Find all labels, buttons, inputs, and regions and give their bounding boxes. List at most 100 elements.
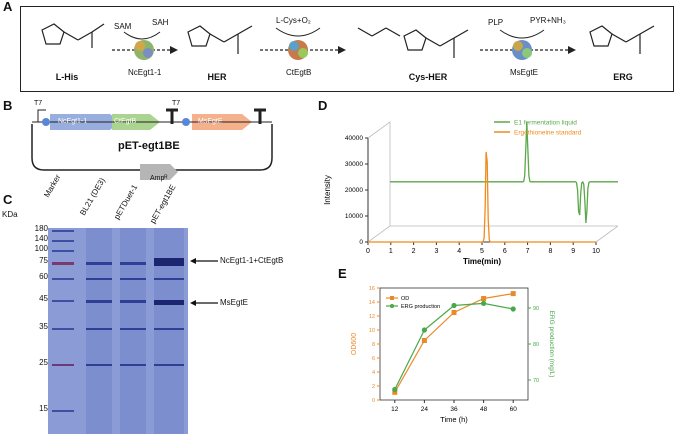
- enzyme-label-ctegtb: CtEgtB: [286, 68, 312, 77]
- pathway-frame: [20, 6, 674, 92]
- chart-d-xtick-label: 1: [389, 248, 393, 255]
- panel-label-c: C: [3, 192, 13, 207]
- chromatogram-chart: 0 1 2 3 4 5 6 7 8 9 10 0 10000 20000 30000 40000 Time(mi…: [323, 120, 618, 266]
- chart-e-series-1-point: [481, 300, 487, 306]
- chart-e-series-0-point: [421, 338, 427, 343]
- marker-45: 45: [39, 294, 48, 303]
- plasmid-name: pET-egt1BE: [118, 140, 180, 152]
- chart-d-xtick-label: 2: [412, 248, 416, 255]
- cofactor-cys: L-Cys+O₂: [276, 16, 311, 25]
- gel-image: [48, 228, 188, 434]
- amp-resistance-arrow: [140, 164, 178, 180]
- gene-label-msegte: MsEgtE: [198, 118, 223, 125]
- chart-e-xlabel: Time (h): [440, 415, 468, 424]
- cofactor-plp: PLP: [488, 18, 504, 27]
- chart-e-ytick-right-label: 90: [533, 306, 539, 312]
- panel-label-a: A: [3, 0, 13, 14]
- lane-label-petegt: pET-egt1BE: [148, 183, 178, 225]
- lane-label-petduet: pETDuet-1: [112, 182, 140, 221]
- gene-label-ncegt1: NcEgt1-1: [58, 118, 88, 125]
- chart-e-ytick-right-label: 80: [533, 342, 539, 348]
- band-arrows: [190, 258, 218, 306]
- chart-e-ytick-label: 10: [369, 328, 375, 334]
- chart-d-legend-label-0: E1 fermentation liquid: [514, 120, 577, 127]
- chart-d-xtick-label: 10: [592, 248, 600, 255]
- panel-label-d: D: [318, 98, 328, 113]
- chart-e-ytick-label: 12: [369, 314, 375, 320]
- panel-label-e: E: [338, 266, 347, 281]
- band-msegte: [154, 300, 184, 305]
- chart-e-series-0-point: [481, 296, 487, 301]
- chart-e-series-0-point: [451, 310, 457, 315]
- chart-e-series-1-point: [421, 327, 427, 333]
- chart-e-legend-marker-0: [390, 296, 394, 300]
- molecule-l-his: L-His: [55, 72, 79, 82]
- chart-e-xtick-label: 36: [450, 406, 458, 413]
- chart-d-xtick-label: 5: [480, 248, 484, 255]
- enzyme-msegte-icon: [512, 40, 532, 60]
- chart-e-xtick-label: 12: [391, 406, 399, 413]
- chart-d-series-1-line: [368, 151, 596, 243]
- chart-e-ytick-right-label: 70: [533, 378, 539, 384]
- gel-kda-label: KDa: [2, 210, 18, 219]
- chart-d-xtick-label: 6: [503, 248, 507, 255]
- marker-60: 60: [39, 272, 48, 281]
- promoter-t7-2: T7: [172, 100, 181, 107]
- chart-e-legend-marker-1: [390, 304, 394, 308]
- pathway-svg: [41, 23, 655, 60]
- chart-d-ytick-label: 10000: [345, 213, 363, 220]
- chart-d-xlabel: Time(min): [463, 257, 501, 266]
- chart-d-xtick-label: 9: [571, 248, 575, 255]
- molecule-her: HER: [207, 72, 227, 82]
- erg-structure: [589, 25, 655, 54]
- marker-25: 25: [39, 358, 48, 367]
- marker-140: 140: [34, 234, 48, 243]
- chart-d-depth-edge: [367, 225, 391, 243]
- chart-d-xtick-label: 0: [366, 248, 370, 255]
- enzyme-label-msegte: MsEgtE: [510, 68, 539, 77]
- chart-e-ytick-label: 2: [372, 384, 375, 390]
- chart-e-ytick-label: 0: [372, 398, 375, 404]
- chart-e-ylabel: OD600: [351, 333, 358, 355]
- plasmid-map: [31, 108, 273, 180]
- chart-e-series-0-point: [510, 291, 516, 297]
- chart-e-series-1-point: [510, 306, 516, 312]
- chart-e-xtick-label: 24: [421, 406, 429, 413]
- promoter-t7-1: T7: [34, 100, 43, 107]
- chart-e-ytick-label: 16: [369, 286, 375, 292]
- her-structure: [187, 25, 253, 54]
- cofactor-sah: SAH: [152, 18, 169, 27]
- chart-e-series-1-point: [392, 386, 398, 393]
- chart-d-series-0-line: [390, 121, 618, 224]
- cofactor-sam: SAM: [114, 22, 132, 31]
- chart-d-xtick-label: 7: [526, 248, 530, 255]
- l-his-structure: [41, 23, 105, 48]
- marker-35: 35: [39, 322, 48, 331]
- chart-e-ytick-label: 6: [372, 356, 375, 362]
- chart-e-xtick-label: 60: [510, 406, 518, 413]
- chart-d-xtick-label: 3: [434, 248, 438, 255]
- gene-label-ctegtb: CtEgtB: [114, 118, 137, 125]
- molecule-cys-her: Cys-HER: [408, 72, 448, 82]
- molecule-erg: ERG: [613, 72, 633, 82]
- marker-15: 15: [39, 404, 48, 413]
- enzyme-label-ncegt1: NcEgt1-1: [128, 68, 162, 77]
- cys-her-structure: [357, 27, 469, 58]
- chart-d-ytick-label: 0: [359, 239, 363, 246]
- marker-100: 100: [34, 244, 48, 253]
- chart-d-ylabel: Intensity: [323, 175, 332, 205]
- band-label-ncegt1-ctegtb: NcEgt1-1+CtEgtB: [220, 256, 284, 265]
- chart-e-legend-label-0: OD: [401, 296, 409, 302]
- panel-label-b: B: [3, 98, 13, 113]
- chart-e-series-1-line: [394, 302, 514, 390]
- chart-e-ytick-label: 8: [372, 342, 375, 348]
- chart-d-xtick-label: 4: [457, 248, 461, 255]
- chart-d-ytick-label: 20000: [345, 187, 363, 194]
- chart-e-legend-label-1: ERG production: [401, 304, 440, 310]
- band-ncegt1-ctegtb: [154, 258, 184, 266]
- chart-d-ytick-label: 40000: [345, 135, 363, 142]
- marker-180: 180: [34, 224, 48, 233]
- enzyme-ncegt1-icon: [134, 40, 154, 60]
- band-label-msegte: MsEgtE: [220, 298, 249, 307]
